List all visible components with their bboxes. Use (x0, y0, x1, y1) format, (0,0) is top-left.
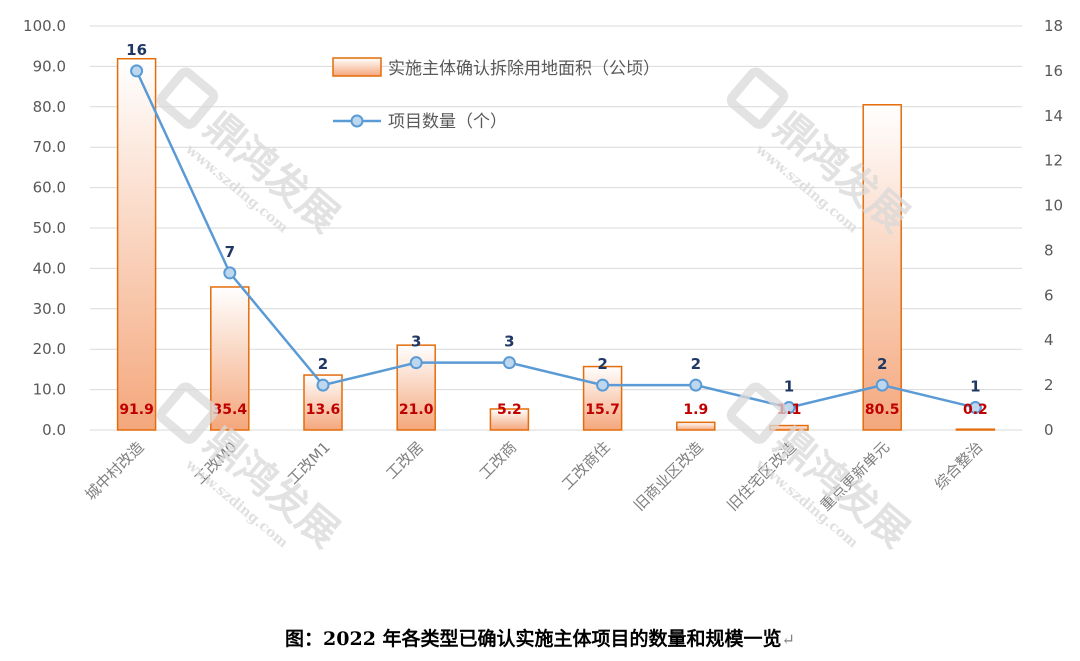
bar-series (116, 57, 996, 431)
line-marker (409, 356, 423, 370)
watermark-logo-icon (726, 67, 789, 129)
line-value-label: 2 (318, 355, 328, 373)
bar-value-label: 5.2 (497, 402, 522, 418)
right-axis-tick-label: 16 (1044, 62, 1063, 80)
line-marker (596, 378, 610, 392)
bar (862, 104, 902, 431)
bar (116, 57, 157, 431)
line-marker (316, 378, 330, 392)
left-axis-tick-label: 30.0 (33, 300, 66, 318)
left-axis-tick-label: 50.0 (33, 219, 66, 237)
line-marker (130, 64, 144, 78)
bar-value-label: 21.0 (399, 402, 434, 418)
combo-chart: 0.0 10.0 20.0 30.0 40.0 50.0 60.0 70.0 80.0 90.0 1… (23, 17, 1063, 557)
legend-line-label: 项目数量（个） (388, 112, 507, 132)
bar-value-label: 35.4 (213, 402, 248, 418)
bar-value-label: 0.2 (963, 402, 988, 418)
series-line (135, 70, 976, 409)
line-value-label: 3 (411, 333, 421, 351)
legend: 实施主体确认拆除用地面积（公顷） 项目数量（个） (332, 57, 660, 132)
right-axis-tick-label: 18 (1044, 17, 1063, 35)
bar-value-labels: 91.9 35.4 13.6 21.0 5.2 15.7 1.9 1.1 80.5 0.2 (119, 402, 987, 418)
line-marker (875, 378, 889, 392)
line-marker (968, 401, 982, 415)
line-value-label: 16 (126, 41, 147, 59)
bar-value-label: 13.6 (306, 402, 341, 418)
category-label: 综合整治 (931, 438, 986, 493)
left-axis-tick-label: 20.0 (33, 340, 66, 358)
left-axis-tick-label: 90.0 (33, 57, 66, 75)
right-axis-tick-label: 8 (1044, 241, 1054, 259)
left-axis-tick-label: 100.0 (23, 17, 66, 35)
bar-value-label: 80.5 (865, 402, 900, 418)
legend-line-marker (350, 114, 364, 128)
caption-text: 图：2022 年各类型已确认实施主体项目的数量和规模一览 (285, 628, 782, 650)
left-axis-tick-label: 60.0 (33, 179, 66, 197)
line-value-label: 2 (877, 355, 887, 373)
paragraph-mark-icon: ↵ (781, 630, 795, 649)
watermark-logo-icon (726, 382, 789, 444)
line-value-label: 7 (225, 243, 235, 261)
category-label: 工改居 (382, 438, 427, 483)
right-axis-tick-label: 2 (1044, 376, 1054, 394)
left-axis-tick-label: 70.0 (33, 138, 66, 156)
line-marker (223, 266, 237, 280)
category-label: 城中村改造 (82, 438, 148, 504)
right-axis-tick-label: 4 (1044, 331, 1054, 349)
right-axis-tick-label: 6 (1044, 286, 1054, 304)
legend-bar-swatch (332, 57, 382, 77)
bar (582, 365, 623, 431)
left-axis-tick-label: 40.0 (33, 259, 66, 277)
right-axis-tick-label: 12 (1044, 152, 1063, 170)
left-axis-tick-label: 0.0 (42, 421, 66, 439)
bar (676, 421, 716, 431)
watermark-logo-icon (156, 67, 219, 129)
left-axis-tick-label: 10.0 (33, 381, 66, 399)
bar (955, 428, 996, 431)
bar-value-label: 15.7 (585, 402, 620, 418)
line-value-label: 2 (691, 355, 701, 373)
right-axis-tick-label: 10 (1044, 197, 1063, 215)
category-label: 旧商业区改造 (630, 438, 706, 514)
line-value-labels: 16 7 2 3 3 2 2 1 2 1 (126, 41, 980, 396)
line-value-label: 3 (504, 333, 514, 351)
right-axis-tick-label: 14 (1044, 107, 1063, 125)
bar (210, 286, 250, 431)
bar-value-label: 1.9 (683, 402, 708, 418)
line-value-label: 2 (597, 355, 607, 373)
line-value-label: 1 (970, 378, 980, 396)
figure-caption: 图：2022 年各类型已确认实施主体项目的数量和规模一览↵ (0, 624, 1080, 651)
right-axis-ticks: 0 2 4 6 8 10 12 14 16 18 (1044, 17, 1063, 439)
bar-value-label: 91.9 (119, 402, 154, 418)
category-label: 工改商 (476, 438, 521, 483)
line-series (130, 64, 982, 415)
watermark-logo-icon (156, 382, 219, 444)
line-marker (502, 356, 516, 370)
left-axis-tick-label: 80.0 (33, 98, 66, 116)
category-label: 工改商住 (558, 438, 613, 493)
left-axis-ticks: 0.0 10.0 20.0 30.0 40.0 50.0 60.0 70.0 80.0 90.0 1… (23, 17, 66, 439)
bar (489, 408, 530, 431)
right-axis-tick-label: 0 (1044, 421, 1054, 439)
line-value-label: 1 (784, 378, 794, 396)
legend-bar-label: 实施主体确认拆除用地面积（公顷） (388, 59, 660, 79)
line-marker (689, 378, 703, 392)
